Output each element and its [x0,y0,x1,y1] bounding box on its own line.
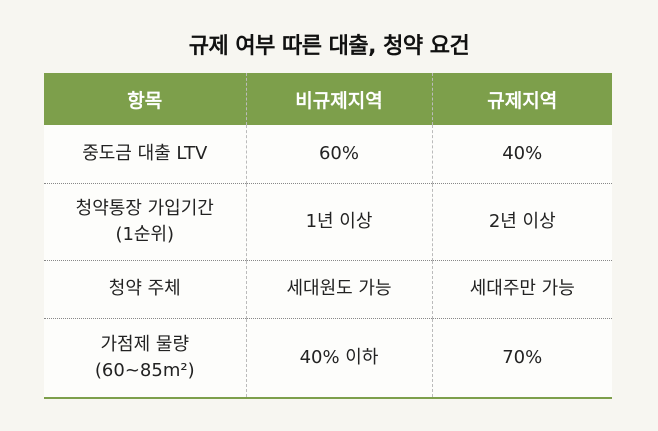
table-cell: 청약 주체 [44,259,246,318]
title: 규제 여부 따른 대출, 청약 요건 [188,34,470,59]
table-cell: 40% 이하 [245,317,432,399]
column-header: 비규제지역 [245,73,432,125]
cell-text: 세대주만 가능 [469,278,575,299]
cell-text: 중도금 대출 LTV [82,142,208,164]
cell-text: (60~85m²) [94,359,195,381]
cell-text: 40% 이하 [299,346,379,368]
cell-text: 청약통장 가입기간 [75,197,214,219]
cell-text: 2년 이상 [488,210,556,232]
table-cell: 청약통장 가입기간 (1순위) [44,182,246,260]
cell-text: 청약 주체 [108,278,181,299]
cell-text: (1순위) [115,223,175,245]
table-cell: 세대주만 가능 [431,259,612,318]
table-row: 가점제 물량 (60~85m²) 40% 이하 70% [44,317,612,399]
column-header: 규제지역 [431,73,612,125]
table-cell: 60% [245,125,432,183]
table-cell: 가점제 물량 (60~85m²) [44,317,246,399]
cell-text: 가점제 물량 [100,333,190,355]
table-row: 청약 주체 세대원도 가능 세대주만 가능 [44,259,612,318]
table-cell: 중도금 대출 LTV [44,125,246,183]
table: 항목 비규제지역 규제지역 중도금 대출 LTV 60% 40% 청약통장 가입기간 (1순… [44,73,612,399]
cell-text: 40% [502,142,543,164]
table-cell: 40% [431,125,612,183]
header-row: 항목 비규제지역 규제지역 [44,73,612,125]
cell-text: 1년 이상 [305,210,373,232]
table-row: 청약통장 가입기간 (1순위) 1년 이상 2년 이상 [44,182,612,260]
cell-text: 60% [318,142,359,164]
column-header: 항목 [44,73,246,125]
table-cell: 1년 이상 [245,182,432,260]
cell-text: 70% [502,346,543,368]
table-cell: 2년 이상 [431,182,612,260]
cell-text: 세대원도 가능 [286,278,392,299]
table-cell: 70% [431,317,612,399]
table-row: 중도금 대출 LTV 60% 40% [44,125,612,183]
table-cell: 세대원도 가능 [245,259,432,318]
table-body: 중도금 대출 LTV 60% 40% 청약통장 가입기간 (1순위) 1년 이상 2년 이상… [44,125,612,399]
